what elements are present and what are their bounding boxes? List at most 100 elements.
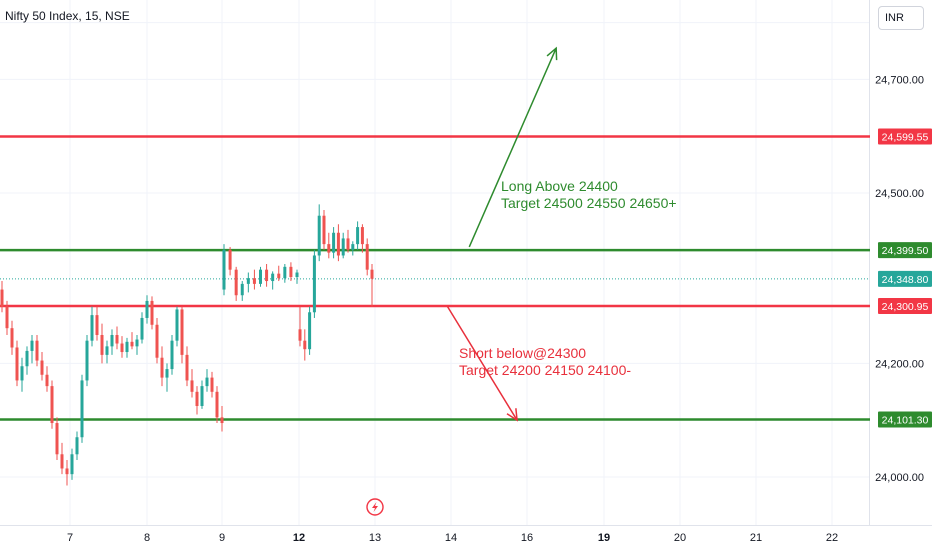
candle-body xyxy=(220,417,224,424)
candle-body xyxy=(105,346,109,355)
candle-body xyxy=(55,423,59,455)
candle-body xyxy=(370,269,374,279)
candle-body xyxy=(190,380,194,392)
long-annotation: Long Above 24400 Target 24500 24550 2465… xyxy=(501,178,677,212)
candle-body xyxy=(125,341,129,353)
price-axis[interactable]: 24,000.00 24,200.00 24,500.00 24,700.00 xyxy=(875,74,924,484)
candle-body xyxy=(240,283,244,296)
candle-body xyxy=(5,306,9,329)
candle-body xyxy=(25,350,29,367)
candle-body xyxy=(0,289,4,307)
level-price-label: 24,599.55 xyxy=(882,131,929,143)
level-price-tag xyxy=(878,411,932,428)
short-annotation-line2: Target 24200 24150 24100- xyxy=(459,362,632,378)
candle-body xyxy=(222,249,226,290)
candle-body xyxy=(265,269,269,282)
candle-body xyxy=(140,317,144,340)
candle-body xyxy=(110,335,114,347)
candle-body xyxy=(120,343,124,353)
candle-body xyxy=(150,300,154,325)
time-tick-label: 14 xyxy=(445,532,457,544)
candle-body xyxy=(165,369,169,378)
time-tick-label: 7 xyxy=(67,532,73,544)
level-price-tag xyxy=(878,298,932,315)
candlesticks xyxy=(0,204,374,486)
price-tick-label: 24,500.00 xyxy=(875,188,924,200)
candle-body xyxy=(308,312,312,350)
candle-body xyxy=(298,329,302,341)
candle-body xyxy=(360,227,364,245)
candle-body xyxy=(289,266,293,278)
time-tick-label: 20 xyxy=(674,532,686,544)
long-arrow-head xyxy=(546,46,558,61)
candle-body xyxy=(115,335,119,344)
grid xyxy=(0,0,869,525)
candle-body xyxy=(195,391,199,406)
candle-body xyxy=(322,215,326,245)
candle-body xyxy=(317,215,321,256)
time-tick-label: 12 xyxy=(293,532,305,544)
time-tick-label: 19 xyxy=(598,532,610,544)
candle-body xyxy=(45,374,49,387)
time-tick-label: 9 xyxy=(219,532,225,544)
candle-body xyxy=(312,255,316,313)
candle-body xyxy=(100,335,104,355)
last-price-label: 24,348.80 xyxy=(882,274,929,286)
candle-body xyxy=(65,468,69,475)
candle-body xyxy=(170,340,174,370)
symbol-title: Nifty 50 Index, 15, NSE xyxy=(5,9,130,23)
price-tick-label: 24,200.00 xyxy=(875,358,924,370)
candle-body xyxy=(180,309,184,355)
candle-body xyxy=(30,340,34,351)
candle-body xyxy=(160,357,164,378)
candle-body xyxy=(295,272,299,278)
long-arrow-line[interactable] xyxy=(468,47,557,248)
price-tick-label: 24,700.00 xyxy=(875,74,924,86)
candle-body xyxy=(283,266,287,279)
candle-body xyxy=(185,354,189,381)
candle-body xyxy=(228,249,232,270)
short-arrow-line[interactable] xyxy=(446,306,518,421)
candle-body xyxy=(15,347,19,381)
candle-body xyxy=(252,278,256,284)
candle-body xyxy=(40,360,44,375)
candle-body xyxy=(135,339,139,347)
candle-body xyxy=(35,340,39,361)
candle-body xyxy=(346,238,350,250)
candle-body xyxy=(90,315,94,341)
candle-body xyxy=(10,328,14,348)
level-price-label: 24,101.30 xyxy=(882,414,929,426)
level-price-label: 24,399.50 xyxy=(882,245,929,257)
candle-body xyxy=(303,340,307,350)
candle-body xyxy=(271,273,275,282)
candle-body xyxy=(50,386,54,424)
candle-body xyxy=(210,377,214,392)
candle-body xyxy=(327,244,331,253)
short-annotation: Short below@24300 Target 24200 24150 241… xyxy=(459,345,631,379)
time-axis[interactable]: 7 8 9 12 13 14 16 19 20 21 22 xyxy=(67,532,838,544)
candle-body xyxy=(246,278,250,284)
candle-body xyxy=(60,454,64,469)
candle-body xyxy=(175,309,179,341)
candle-body xyxy=(356,227,360,245)
candle-body xyxy=(336,232,340,256)
last-price-tag xyxy=(878,270,932,287)
candle-body xyxy=(365,244,369,270)
candle-body xyxy=(215,391,219,418)
trend-arrows[interactable] xyxy=(446,46,558,422)
currency-selector[interactable]: INR xyxy=(878,6,924,30)
candle-body xyxy=(351,244,355,250)
time-tick-label: 8 xyxy=(144,532,150,544)
candle-body xyxy=(85,340,89,381)
lightning-icon[interactable] xyxy=(366,498,384,516)
candle-body xyxy=(277,273,281,279)
candle-body xyxy=(75,437,79,455)
candle-body xyxy=(234,269,238,296)
candle-body xyxy=(259,269,262,284)
horizontal-levels[interactable]: 24,599.55 24,399.50 24,300.95 24,101.30 24,3… xyxy=(0,128,932,428)
price-tick-label: 24,000.00 xyxy=(875,472,924,484)
candle-body xyxy=(95,315,99,335)
level-price-tag xyxy=(878,242,932,259)
candle-body xyxy=(200,386,204,406)
